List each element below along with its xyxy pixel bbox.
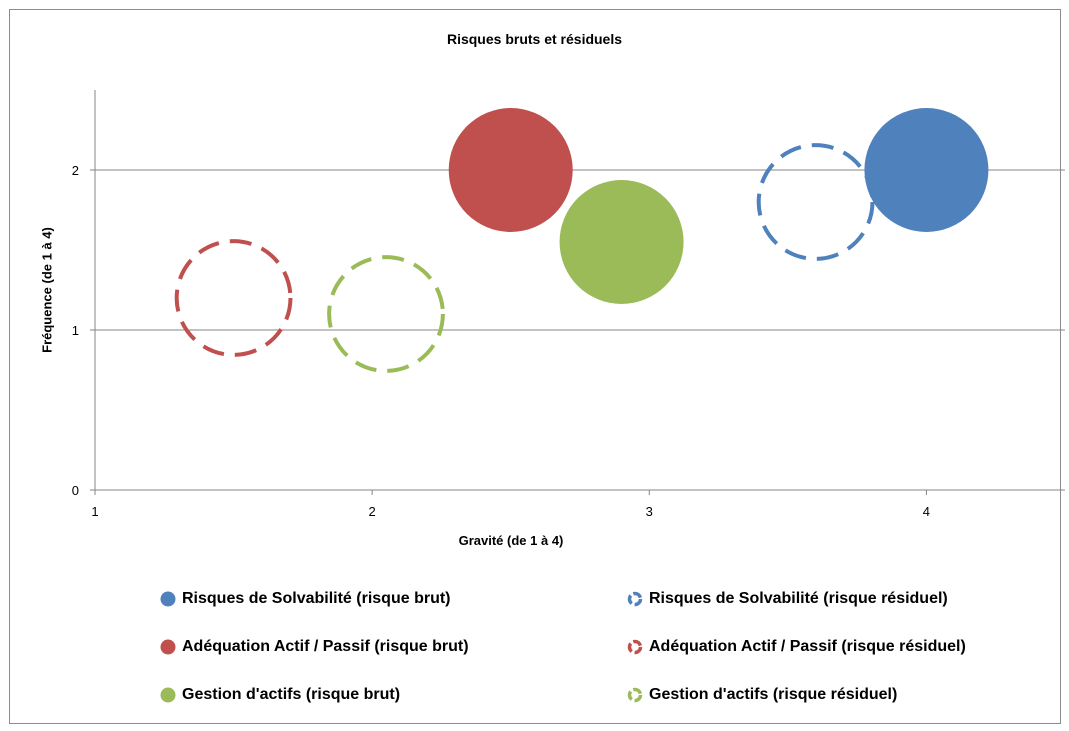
legend-item-adequation-brut: Adéquation Actif / Passif (risque brut) [160,638,469,656]
legend-label: Adéquation Actif / Passif (risque résidu… [649,638,966,655]
legend-marker-dashed-blue [627,591,643,607]
legend-label: Gestion d'actifs (risque brut) [182,686,401,703]
legend-marker-dashed-red [627,639,643,655]
x-tick-label-1: 1 [91,504,98,519]
legend-marker-dashed-green [627,687,643,703]
x-tick-label-2: 2 [369,504,376,519]
legend-label: Risques de Solvabilité (risque résiduel) [649,590,948,607]
y-axis-label: Fréquence (de 1 à 4) [39,227,55,353]
legend: Risques de Solvabilité (risque brut) Ris… [160,590,1060,720]
bubble-gestion-d-actifs-risque-brut [559,180,684,304]
legend-marker-solid-blue [160,591,176,607]
bubble-adequation-actif-passif-risque-residuel [174,239,293,357]
chart-title: Risques bruts et résiduels [446,31,623,47]
legend-item-gestion-brut: Gestion d'actifs (risque brut) [160,686,400,704]
y-tick-label-2: 2 [72,163,79,178]
x-tick-label-3: 3 [646,504,653,519]
legend-item-gestion-residuel: Gestion d'actifs (risque résiduel) [627,686,897,704]
y-tick-label-1: 1 [72,323,79,338]
legend-item-solvabilite-brut: Risques de Solvabilité (risque brut) [160,590,451,608]
legend-marker-solid-red [160,639,176,655]
legend-label: Gestion d'actifs (risque résiduel) [649,686,898,703]
bubble-risques-de-solvabilite-risque-residuel [756,143,875,261]
y-tick-label-0: 0 [72,483,79,498]
legend-item-adequation-residuel: Adéquation Actif / Passif (risque résidu… [627,638,966,656]
x-axis-label: Gravité (de 1 à 4) [458,533,564,548]
legend-item-solvabilite-residuel: Risques de Solvabilité (risque résiduel) [627,590,948,608]
legend-label: Adéquation Actif / Passif (risque brut) [182,638,469,655]
bubble-adequation-actif-passif-risque-brut [448,108,573,232]
x-tick-label-4: 4 [923,504,930,519]
bubble-risques-de-solvabilite-risque-brut [864,108,989,232]
legend-label: Risques de Solvabilité (risque brut) [182,590,451,607]
legend-marker-solid-green [160,687,176,703]
bubble-gestion-d-actifs-risque-residuel [327,255,445,373]
